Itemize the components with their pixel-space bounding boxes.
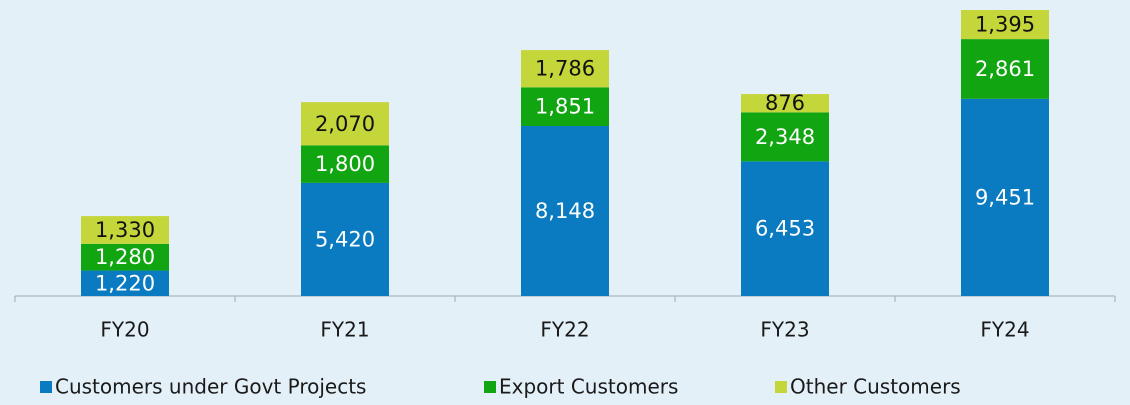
data-label: 8,148: [535, 199, 595, 223]
bar-segment: [81, 270, 169, 296]
legend-swatch: [40, 381, 52, 393]
data-label: 1,851: [535, 95, 595, 119]
legend-swatch: [484, 381, 496, 393]
bar-segment: [961, 10, 1049, 40]
data-label: 2,070: [315, 112, 375, 136]
data-label: 6,453: [755, 217, 815, 241]
data-label: 9,451: [975, 185, 1035, 209]
data-label: 2,861: [975, 57, 1035, 81]
x-tick-label: FY22: [540, 318, 589, 342]
bar-segment: [741, 112, 829, 162]
bar-segment: [301, 182, 389, 296]
legend-swatch: [775, 381, 787, 393]
bar-segment: [521, 50, 609, 88]
bar-segment: [521, 125, 609, 296]
legend-label: Export Customers: [499, 375, 678, 399]
x-tick-label: FY24: [980, 318, 1029, 342]
legend-label: Other Customers: [790, 375, 961, 399]
data-label: 2,348: [755, 125, 815, 149]
bar-segment: [961, 98, 1049, 296]
bar-segment: [301, 102, 389, 146]
x-tick-label: FY20: [100, 318, 149, 342]
data-label: 1,220: [95, 271, 155, 295]
legend-label: Customers under Govt Projects: [55, 375, 366, 399]
data-label: 1,330: [95, 218, 155, 242]
data-label: 1,280: [95, 245, 155, 269]
bar-segment: [521, 87, 609, 126]
bar-segment: [741, 94, 829, 113]
bar-segment: [81, 216, 169, 244]
bar-segment: [961, 39, 1049, 99]
x-tick-label: FY23: [760, 318, 809, 342]
bar-segment: [81, 243, 169, 271]
data-label: 1,786: [535, 57, 595, 81]
data-label: 1,395: [975, 13, 1035, 37]
data-label: 5,420: [315, 227, 375, 251]
bar-segment: [741, 161, 829, 296]
x-tick-label: FY21: [320, 318, 369, 342]
data-label: 1,800: [315, 152, 375, 176]
bar-segment: [301, 145, 389, 183]
data-label: 876: [765, 91, 805, 115]
